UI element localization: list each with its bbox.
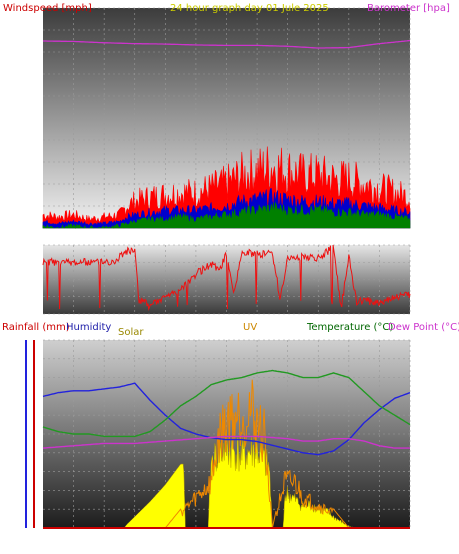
- atmosphere-panel-ticks: [25, 340, 410, 529]
- dewpoint-axis-label: Dew Point (°C): [388, 322, 459, 333]
- humidity-axis-label: Humidity: [66, 322, 111, 333]
- wind-low-series: [42, 201, 411, 229]
- chart-title: 24 hour graph day 01 Jule 2025: [170, 3, 329, 14]
- direction-series: [42, 244, 411, 311]
- atmosphere-panel: Rainfall (mm) Humidity Solar UV Temperat…: [2, 322, 459, 529]
- wind-panel-series: [42, 39, 411, 229]
- wind-direction-panel: [42, 244, 411, 315]
- humidity-series: [42, 382, 411, 456]
- barometer-axis-label: Barometer [hpa]: [367, 3, 450, 14]
- temperature-axis-label: Temperature (°C): [306, 322, 393, 333]
- wind-barometer-panel: Windspeed [mph] 24 hour graph day 01 Jul…: [3, 3, 450, 229]
- barometer-series: [43, 39, 411, 49]
- solar-label: Solar: [118, 327, 144, 338]
- direction-panel-series: [42, 244, 411, 311]
- windspeed-axis-label: Windspeed [mph]: [3, 3, 92, 14]
- uv-label: UV: [243, 322, 257, 333]
- dewpoint-series: [42, 435, 410, 449]
- temperature-series: [42, 369, 411, 438]
- rainfall-axis-label: Rainfall (mm): [2, 322, 70, 333]
